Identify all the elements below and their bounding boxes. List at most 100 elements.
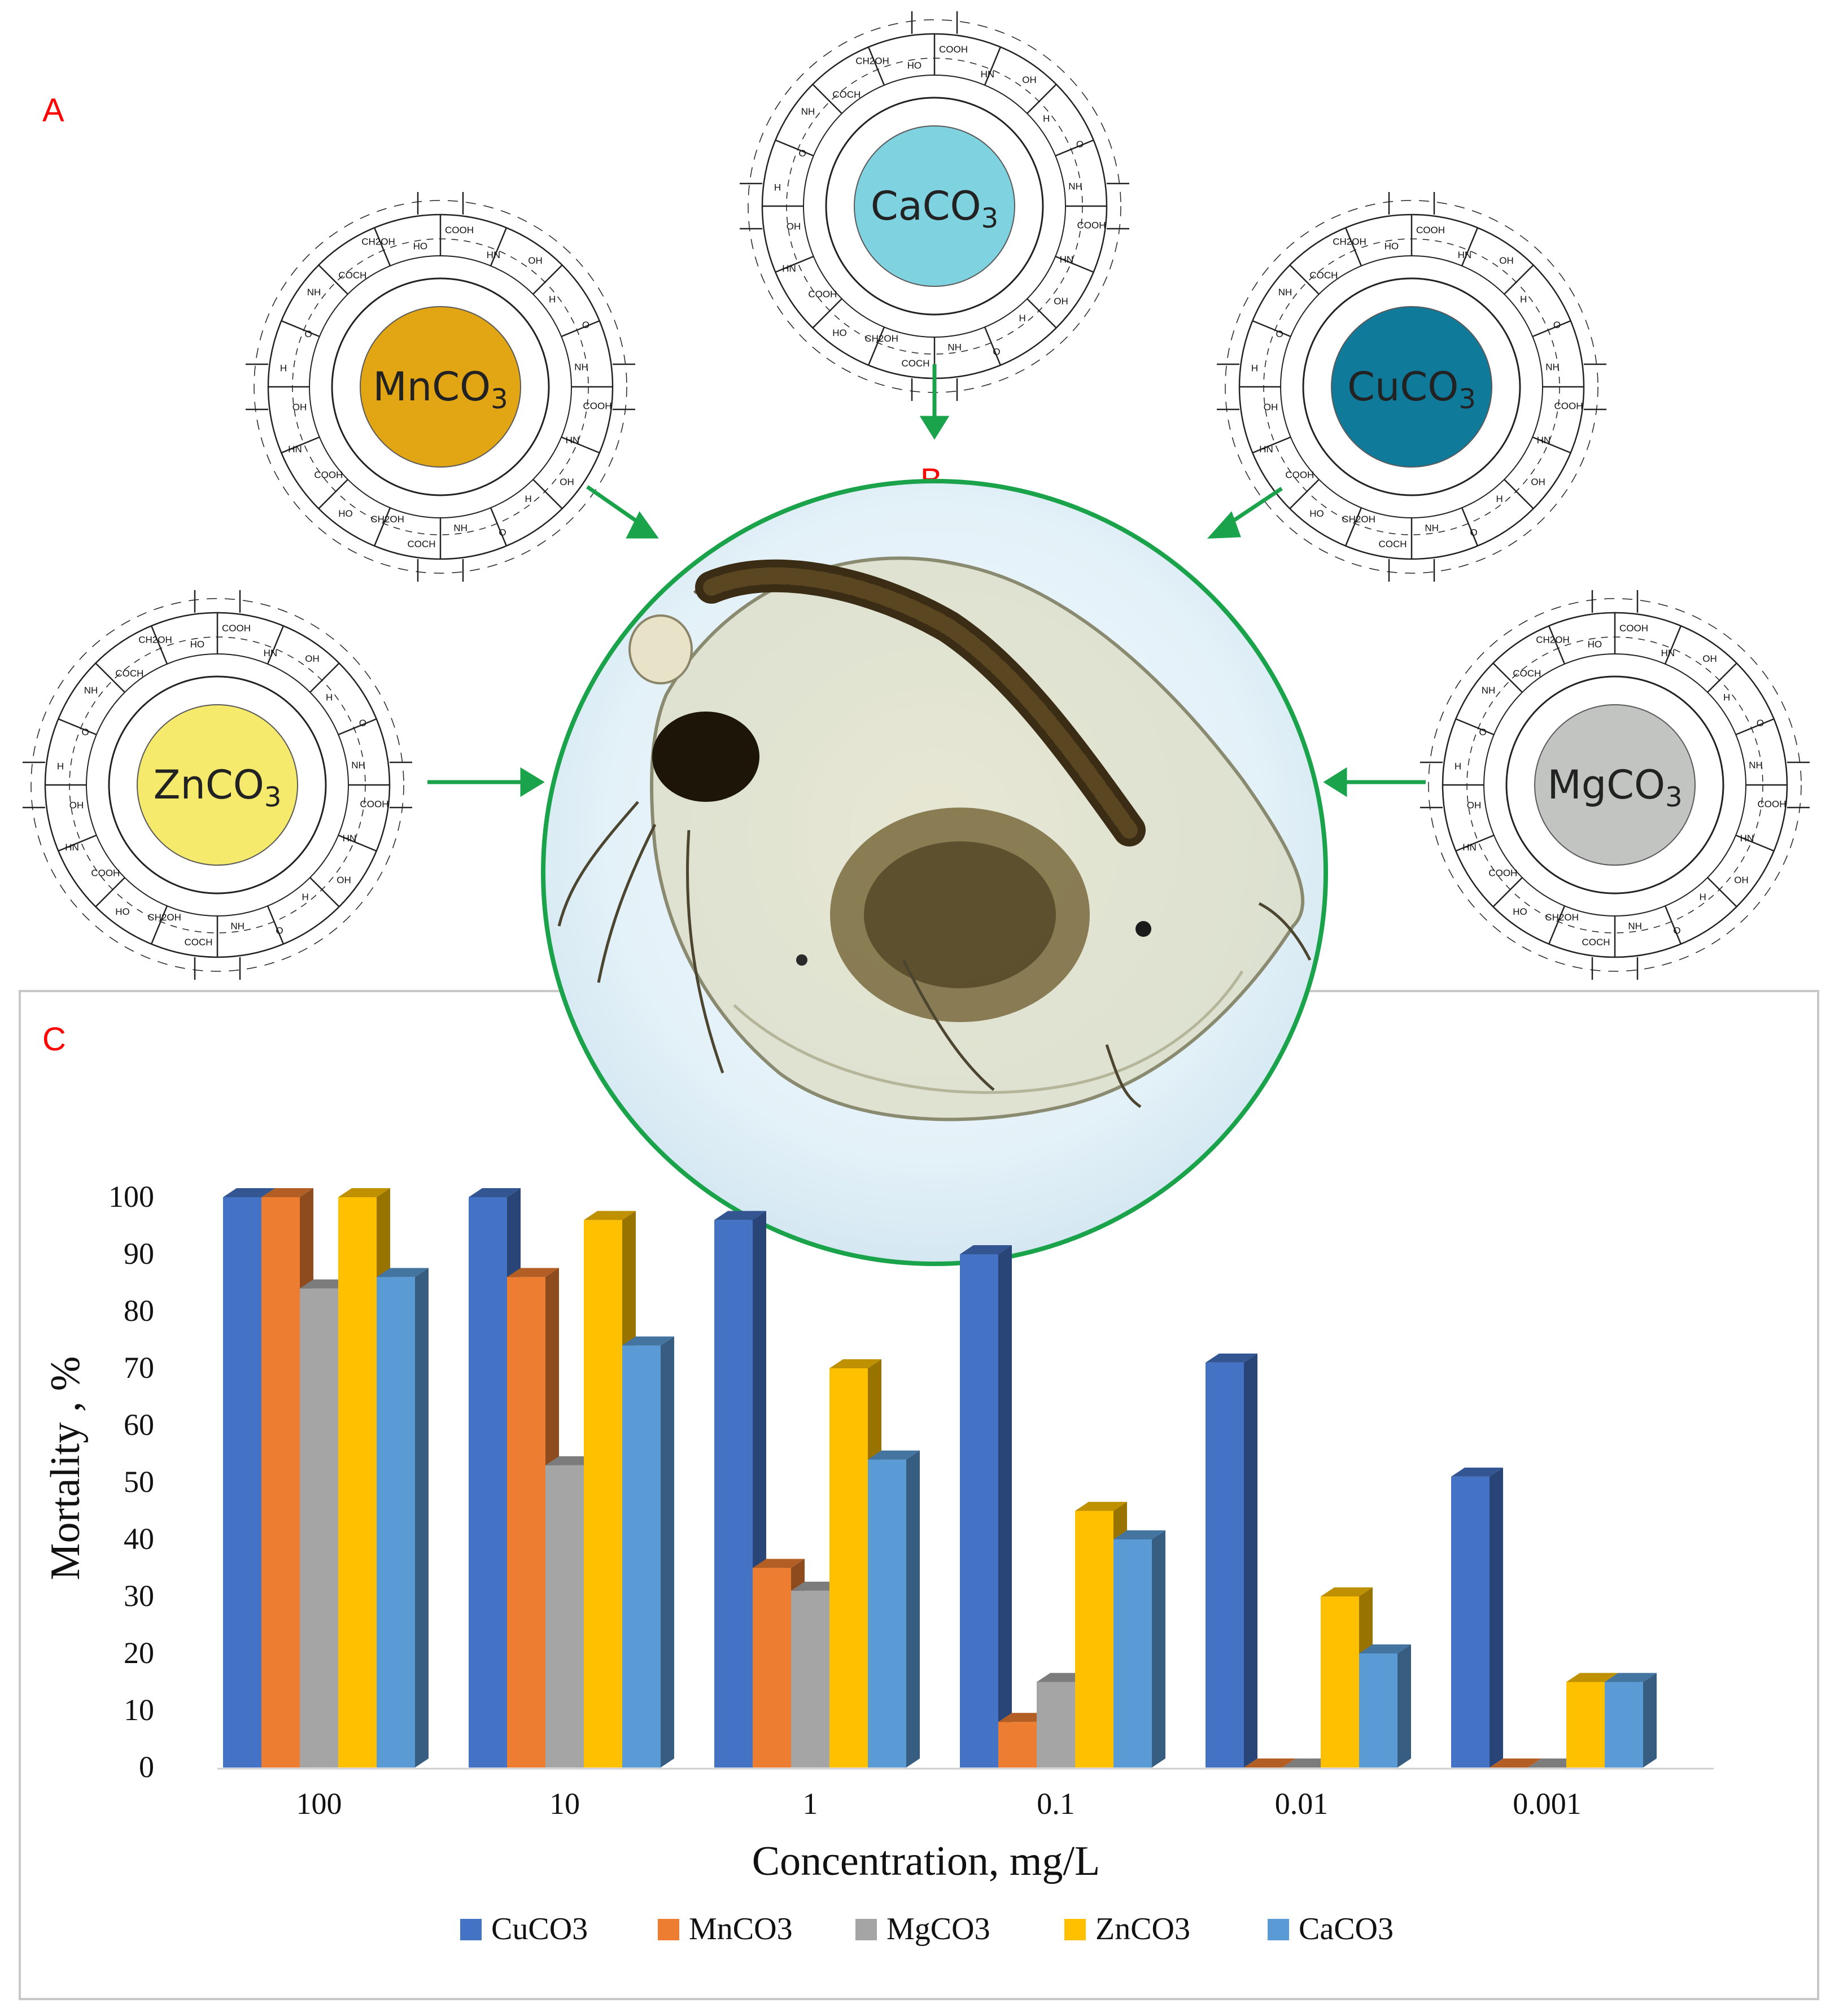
nanoparticle-label: MnCO3 (373, 364, 508, 415)
chem-label: OH (528, 255, 543, 266)
chem-label: O (499, 527, 506, 538)
panel-label-c: C (42, 1021, 66, 1058)
y-tick-label: 100 (108, 1180, 154, 1214)
chem-label: H (326, 692, 333, 702)
chem-label: HO (115, 906, 130, 917)
chem-label: H (57, 761, 64, 772)
chem-label: CH2OH (1333, 237, 1366, 247)
legend-label: MnCO3 (689, 1912, 793, 1947)
chem-label: COOH (808, 289, 837, 300)
chem-label: HO (190, 639, 205, 650)
bar-cuco3-0p001 (1451, 1467, 1503, 1768)
chem-label: NH (1068, 181, 1082, 191)
chem-label: NH (947, 342, 962, 353)
chem-label: NH (1425, 523, 1439, 534)
nanoparticle-core (854, 125, 1015, 287)
nanoparticle-core (137, 704, 298, 866)
chem-label: HN (343, 833, 357, 844)
y-tick-label: 20 (124, 1636, 154, 1670)
nanoparticle-label: CuCO3 (1347, 364, 1476, 415)
chem-label: O (1673, 926, 1680, 936)
chem-label: HN (1537, 435, 1551, 446)
nanoparticle-cuco3: COOHHNOHHONHCOCHCH2OHHOCOOHHNOHHONHCOCHC… (1216, 191, 1608, 583)
chem-label: O (1276, 329, 1283, 339)
chem-label: H (774, 182, 781, 193)
nanoparticle-label: ZnCO3 (154, 762, 282, 813)
chem-label: HN (1259, 444, 1273, 455)
y-tick-label: 70 (124, 1351, 154, 1385)
chem-label: O (582, 320, 589, 330)
chem-label: COOH (1488, 868, 1517, 879)
legend-swatch (1268, 1919, 1289, 1940)
legend-item-mgco3: MgCO3 (855, 1912, 990, 1947)
bar-cuco3-0p1 (960, 1245, 1012, 1768)
chem-label: HO (907, 60, 922, 71)
micrograph-ring (541, 479, 1328, 1266)
nanoparticle-label: CaCO3 (871, 183, 998, 234)
bar-caco3-10 (622, 1336, 674, 1768)
chem-label: COOH (1077, 220, 1106, 231)
chem-label: O (81, 727, 89, 738)
chem-label: OH (292, 402, 307, 413)
chem-label: COOH (1758, 799, 1787, 810)
chem-label: HO (1513, 906, 1527, 917)
chem-label: H (1723, 692, 1730, 702)
chem-label: NH (351, 760, 365, 770)
bar-mnco3-0p01 (1244, 1758, 1296, 1768)
chem-label: HN (1462, 842, 1477, 853)
chem-label: HO (338, 508, 353, 519)
chem-label: NH (84, 685, 98, 696)
legend-swatch (658, 1919, 679, 1940)
y-tick-label: 0 (139, 1750, 154, 1784)
chem-label: COCH (184, 937, 212, 948)
chem-label: H (1043, 113, 1050, 124)
chem-label: HN (981, 69, 995, 80)
chem-label: NH (1278, 287, 1292, 298)
chem-label: COOH (91, 868, 120, 879)
legend: CuCO3 MnCO3 MgCO3 ZnCO3 CaCO3 (460, 1912, 1394, 1947)
chem-label: COCH (1378, 539, 1407, 549)
legend-swatch (460, 1919, 482, 1940)
chem-label: HN (1661, 648, 1675, 658)
nanoparticle-mgco3: COOHHNOHHONHCOCHCH2OHHOCOOHHNOHHONHCOCHC… (1419, 589, 1811, 981)
y-tick-label: 40 (124, 1522, 154, 1556)
daphnia-micrograph (541, 479, 1328, 1266)
legend-label: ZnCO3 (1095, 1912, 1190, 1947)
chem-label: COOH (314, 470, 343, 481)
legend-item-znco3: ZnCO3 (1064, 1912, 1190, 1947)
chem-label: HO (1309, 508, 1324, 519)
chem-label: COOH (1554, 401, 1583, 412)
chem-label: O (1470, 527, 1477, 538)
chem-label: HN (264, 648, 278, 658)
chem-label: OH (337, 875, 351, 885)
chem-label: HO (1588, 639, 1602, 650)
chem-label: OH (1734, 875, 1749, 885)
chem-label: OH (69, 800, 84, 811)
chem-label: HO (1384, 241, 1399, 252)
chem-label: NH (307, 287, 321, 298)
chem-label: H (1251, 363, 1258, 374)
chem-label: OH (1022, 75, 1037, 85)
chem-label: OH (787, 221, 801, 232)
y-tick-label: 30 (124, 1579, 154, 1613)
legend-label: CuCO3 (491, 1912, 588, 1947)
chem-label: OH (305, 653, 320, 664)
chem-label: CH2OH (855, 56, 889, 67)
y-tick-label: 50 (124, 1465, 154, 1499)
chem-label: OH (1467, 800, 1482, 811)
chem-label: O (798, 148, 806, 159)
x-tick-label: 0.1 (1037, 1787, 1075, 1821)
chem-label: CH2OH (1536, 635, 1570, 645)
chem-label: CH2OH (1545, 912, 1579, 923)
nanoparticle-core (360, 306, 521, 468)
legend-item-caco3: CaCO3 (1268, 1912, 1394, 1947)
chem-label: CH2OH (864, 333, 898, 344)
chem-label: COCH (338, 270, 366, 281)
y-axis-title: Mortality , % (42, 1356, 89, 1581)
chem-label: COCH (1513, 668, 1541, 679)
arrows (427, 364, 1426, 797)
chem-label: H (280, 363, 287, 374)
chem-label: HN (487, 250, 501, 260)
nanoparticle-caco3: COOHHNOHHONHCOCHCH2OHHOCOOHHNOHHONHCOCHC… (739, 10, 1130, 402)
chem-label: O (359, 718, 366, 728)
